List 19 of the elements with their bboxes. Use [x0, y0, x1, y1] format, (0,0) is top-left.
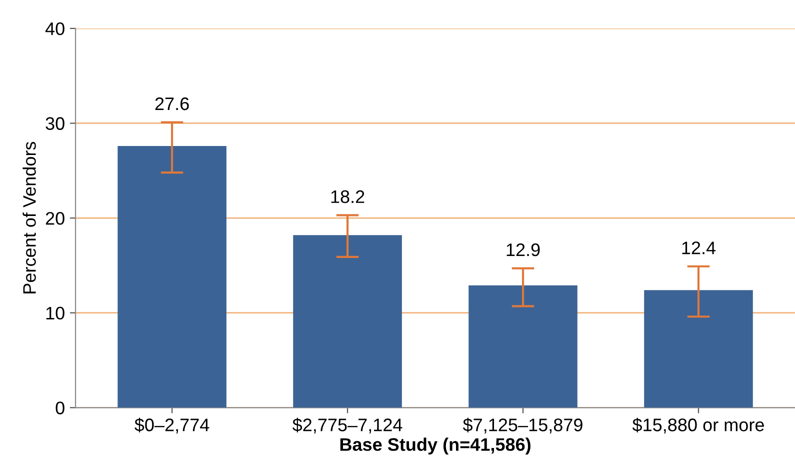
y-tick-label: 10: [46, 306, 64, 320]
bar: [644, 290, 753, 408]
y-tick-label: 20: [46, 212, 64, 225]
y-tick-label: 40: [45, 22, 64, 36]
bar: [293, 235, 402, 408]
x-tick-label: $0–2,774: [134, 418, 210, 434]
x-axis-title: Base Study (n=41,586): [340, 438, 530, 454]
data-label: 12.9: [506, 243, 540, 256]
bar: [468, 285, 578, 408]
data-label: 18.2: [331, 190, 364, 204]
data-label: 27.6: [155, 97, 189, 110]
y-tick-label: 30: [46, 117, 64, 130]
x-tick-label: $2,775–7,124: [292, 418, 402, 434]
bar: [118, 146, 226, 408]
y-axis-title: Percent of Vendors: [22, 142, 36, 294]
y-tick-label: 0: [56, 402, 64, 414]
data-label: 12.4: [682, 242, 716, 254]
x-tick-label: $7,125–15,879: [462, 418, 582, 434]
x-tick-label: $15,880 or more: [632, 418, 764, 434]
